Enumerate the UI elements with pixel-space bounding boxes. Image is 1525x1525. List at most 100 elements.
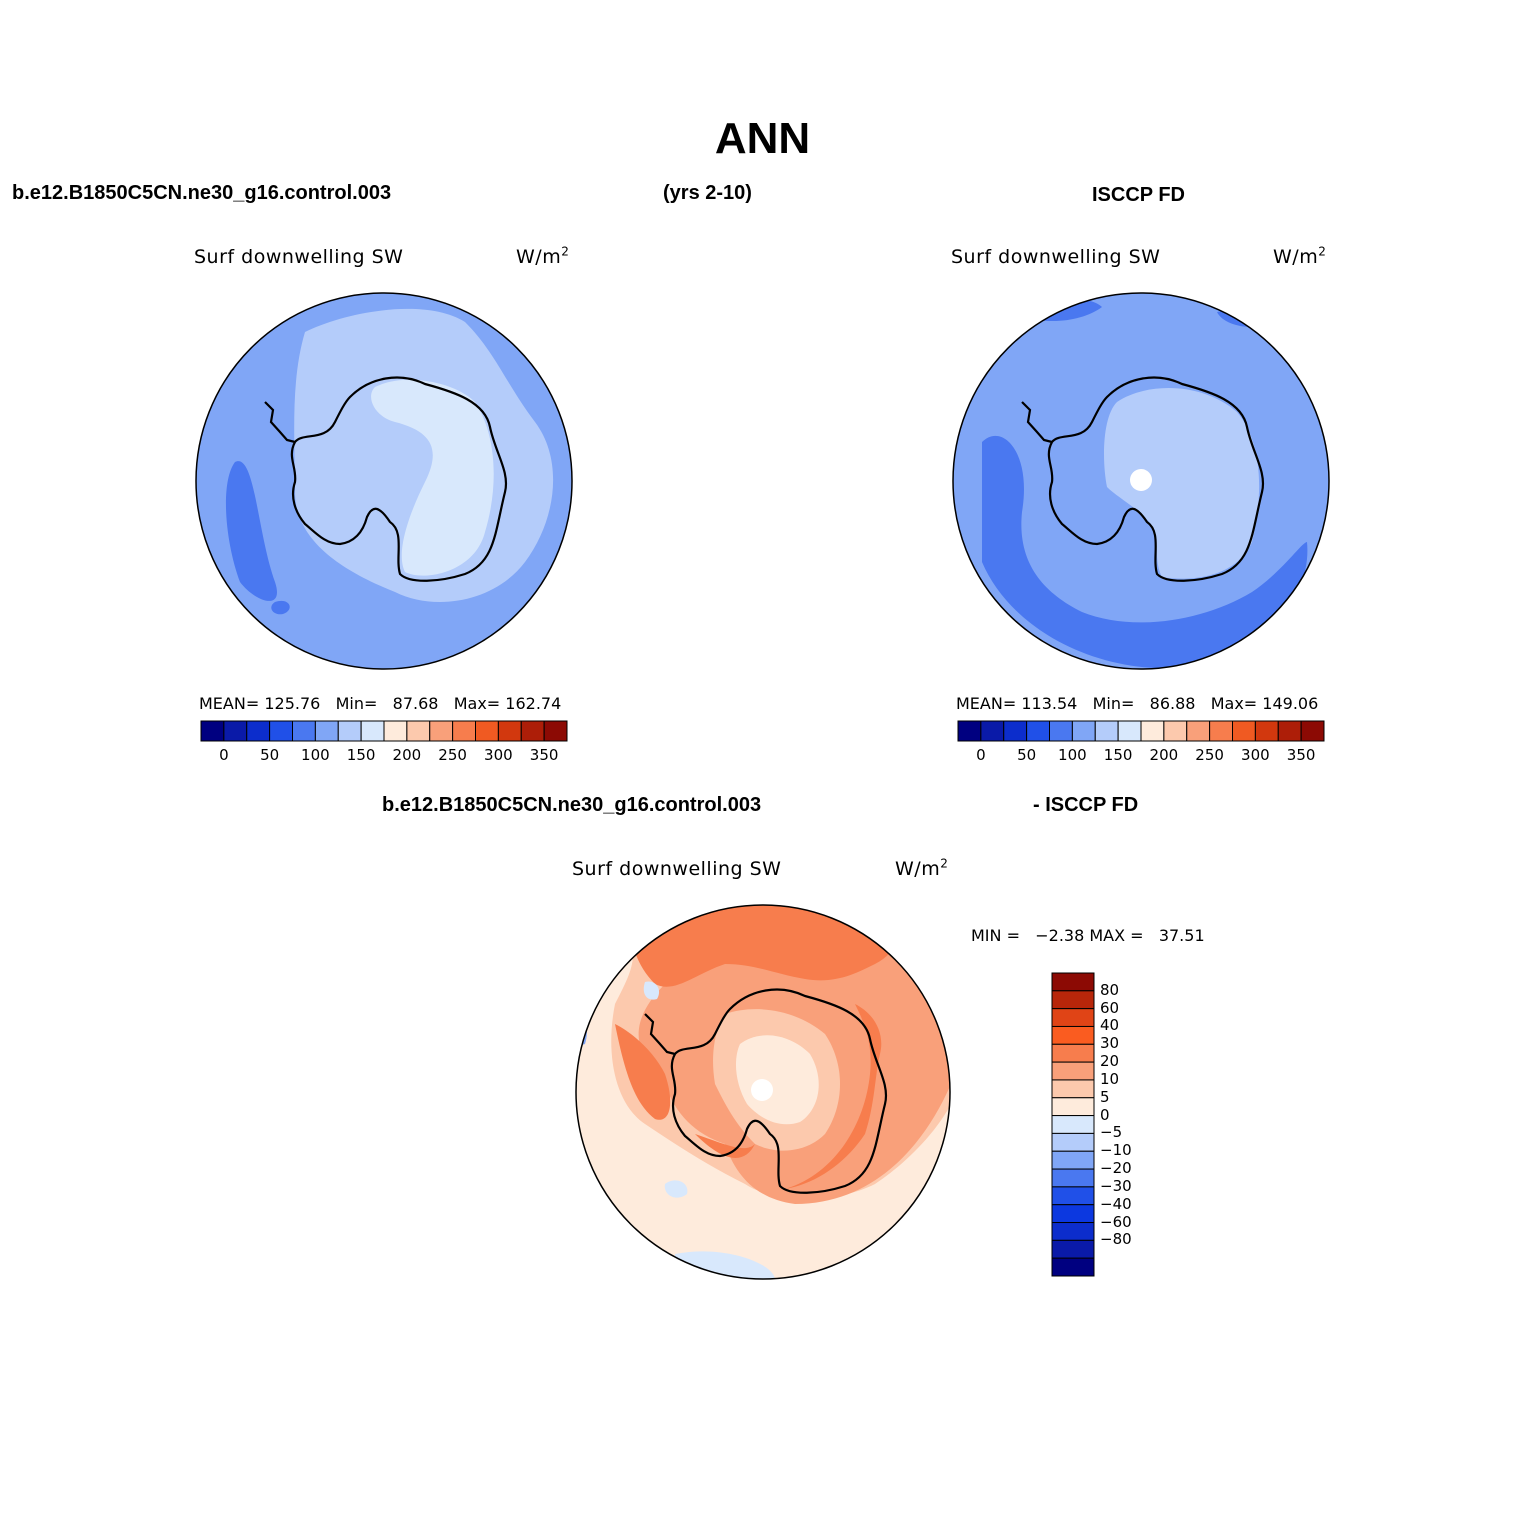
colorbar-tick-label: 0 [219,746,229,764]
colorbar-tick-label: 40 [1100,1016,1120,1035]
colorbar-tick-label: 100 [1058,746,1087,764]
colorbar-tick-label: 50 [260,746,280,764]
obs-name-label: ISCCP FD [1092,184,1185,206]
colorbar-swatch [200,720,225,742]
colorbar-tick-label: 20 [1100,1052,1120,1071]
colorbar-tick-label: 250 [438,746,467,764]
diff-variable-label: Surf downwelling SW [572,858,782,880]
colorbar-tick-label: 150 [346,746,376,764]
diff-colorbar [1051,972,1095,1277]
colorbar-swatch [1277,720,1302,742]
colorbar-swatch [452,720,476,742]
colorbar-swatch [406,720,431,742]
figure-title: ANN [714,114,811,163]
colorbar-tick-label: −80 [1100,1230,1132,1249]
colorbar-swatch [1049,720,1073,742]
colorbar-tick-label: 350 [1286,746,1316,764]
colorbar-swatch [360,720,385,742]
colorbar-swatch [1051,1186,1095,1206]
panel1-colorbar-ticks: 0 50 100 150 200 250 300 350 [201,746,567,766]
panel2-stats: MEAN= 113.54 Min= 86.88 Max= 149.06 [956,694,1319,713]
colorbar-swatch [1163,720,1188,742]
panel1-stats: MEAN= 125.76 Min= 87.68 Max= 162.74 [199,694,562,713]
colorbar-swatch [1140,720,1165,742]
diff-case-label: b.e12.B1850C5CN.ne30_g16.control.003 [382,794,762,816]
colorbar-swatch [1051,1115,1095,1134]
colorbar-swatch [292,720,316,742]
colorbar-swatch [1003,720,1028,742]
colorbar-tick-label: 300 [484,746,513,764]
colorbar-swatch [1051,1043,1095,1063]
panel1-polar-map [195,292,573,670]
panel2-polar-map [952,292,1330,670]
colorbar-swatch [1117,720,1142,742]
colorbar-swatch [475,720,499,742]
colorbar-swatch [1300,720,1325,742]
case-name-label: b.e12.B1850C5CN.ne30_g16.control.003 [12,182,392,204]
colorbar-tick-label: −60 [1100,1212,1132,1231]
colorbar-tick-label: 50 [1017,746,1037,764]
colorbar-swatch [1026,720,1050,742]
panel1-colorbar [200,720,568,742]
colorbar-swatch [1051,1097,1095,1117]
colorbar-tick-label: 300 [1241,746,1270,764]
panel1-variable-label: Surf downwelling SW [194,246,404,268]
colorbar-swatch [269,720,293,742]
colorbar-swatch [1051,1079,1095,1099]
colorbar-swatch [1051,1204,1095,1224]
colorbar-swatch [980,720,1005,742]
colorbar-tick-label: 60 [1100,998,1120,1017]
colorbar-tick-label: 10 [1100,1069,1120,1088]
colorbar-tick-label: 100 [301,746,330,764]
colorbar-swatch [314,720,339,742]
diff-units-label: W/m2 [895,856,949,880]
colorbar-tick-label: −5 [1100,1123,1123,1142]
colorbar-swatch [1254,720,1279,742]
panel2-units-label: W/m2 [1273,244,1327,268]
colorbar-tick-label: 200 [392,746,422,764]
colorbar-swatch [1051,1150,1095,1170]
colorbar-swatch [1051,1222,1095,1241]
colorbar-swatch [1232,720,1256,742]
panel2-colorbar-ticks: 0 50 100 150 200 250 300 350 [958,746,1324,766]
diff-minmax-label: MIN = −2.38 MAX = 37.51 [971,926,1205,945]
colorbar-swatch [1051,1061,1095,1081]
colorbar-swatch [520,720,545,742]
diff-obs-label: - ISCCP FD [1033,794,1139,816]
colorbar-swatch [1051,1025,1095,1045]
colorbar-tick-label: 350 [529,746,559,764]
colorbar-tick-label: −30 [1100,1176,1132,1195]
diff-colorbar-ticks: 80 60 40 30 20 10 5 0 −5 −10 −20 −30 −40 −60 −80 [1100,972,1160,1277]
colorbar-swatch [337,720,362,742]
colorbar-swatch [957,720,982,742]
colorbar-swatch [1094,720,1119,742]
colorbar-tick-label: 80 [1100,980,1120,999]
colorbar-tick-label: 200 [1149,746,1179,764]
colorbar-tick-label: 150 [1103,746,1133,764]
panel2-variable-label: Surf downwelling SW [951,246,1161,268]
colorbar-swatch [1051,990,1095,1010]
colorbar-swatch [1186,720,1211,742]
colorbar-swatch [1051,1257,1095,1277]
colorbar-tick-label: −40 [1100,1194,1132,1213]
years-label: (yrs 2-10) [663,182,752,204]
colorbar-swatch [1209,720,1233,742]
panel2-colorbar [957,720,1325,742]
colorbar-swatch [497,720,522,742]
colorbar-swatch [1071,720,1096,742]
colorbar-swatch [223,720,248,742]
colorbar-swatch [1051,1008,1095,1027]
colorbar-tick-label: −10 [1100,1141,1132,1160]
colorbar-swatch [383,720,408,742]
colorbar-tick-label: 5 [1100,1087,1110,1106]
colorbar-swatch [1051,972,1095,992]
colorbar-swatch [543,720,568,742]
colorbar-swatch [1051,1168,1095,1188]
colorbar-swatch [1051,1132,1095,1152]
colorbar-swatch [429,720,454,742]
panel1-units-label: W/m2 [516,244,570,268]
colorbar-tick-label: 0 [1100,1105,1110,1124]
colorbar-tick-label: 250 [1195,746,1224,764]
colorbar-swatch [246,720,271,742]
colorbar-tick-label: −20 [1100,1159,1132,1178]
